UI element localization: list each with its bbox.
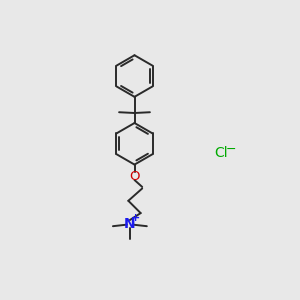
Text: +: + (130, 214, 140, 224)
Text: O: O (129, 169, 140, 183)
Text: −: − (226, 143, 237, 156)
Text: Cl: Cl (214, 146, 227, 160)
Text: N: N (124, 217, 136, 231)
